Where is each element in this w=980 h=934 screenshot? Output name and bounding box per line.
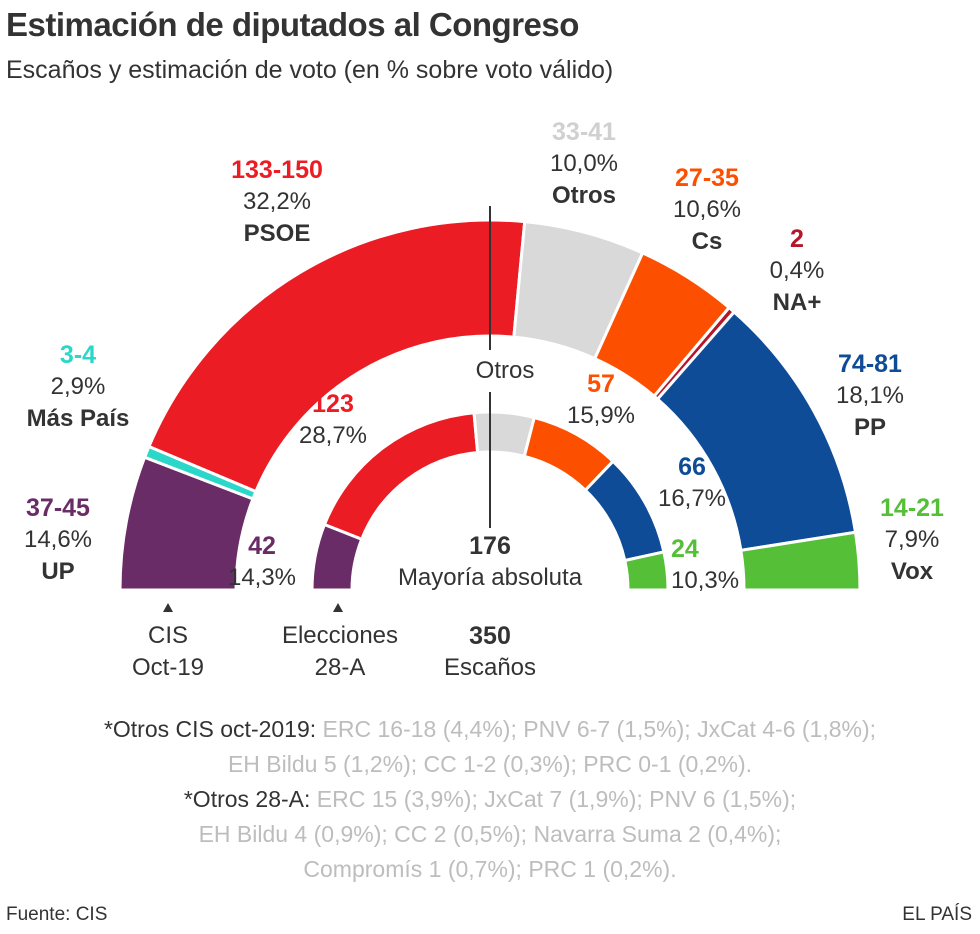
seats-pp-cis: 74-81 <box>838 350 902 378</box>
label-mas-pais-cis: 3-4 2,9% Más País <box>8 339 148 435</box>
pct-na-cis: 0,4% <box>769 257 825 284</box>
chart-title: Estimación de diputados al Congreso <box>6 6 579 43</box>
seats-psoe-28a: 123 <box>312 390 354 418</box>
pct-mas-pais-cis: 2,9% <box>50 373 106 400</box>
pct-up-28a: 14,3% <box>227 564 297 591</box>
party-pp: PP <box>853 414 886 441</box>
seats-na-cis: 2 <box>790 225 804 253</box>
label-vox-28a: 24 10,3% <box>671 533 761 597</box>
notes-e28-key: *Otros 28-A: <box>183 786 311 812</box>
seats-mas-pais-cis: 3-4 <box>59 341 97 369</box>
pct-vox-28a: 10,3% <box>671 567 740 594</box>
label-otros-marker: Otros <box>460 355 550 387</box>
brand-text: EL PAÍS <box>902 904 972 925</box>
seats-vox-28a: 24 <box>671 535 699 563</box>
e28-marker-triangle <box>333 603 343 612</box>
party-cs: Cs <box>691 228 723 255</box>
otros-marker-text: Otros <box>475 357 535 384</box>
notes-e28-line3: Compromís 1 (0,7%); PRC 1 (0,2%). <box>303 856 677 882</box>
pct-cs-cis: 10,6% <box>672 196 742 223</box>
seats-psoe-cis: 133-150 <box>231 156 323 184</box>
party-psoe: PSOE <box>243 220 311 247</box>
notes-e28-line2: EH Bildu 4 (0,9%); CC 2 (0,5%); Navarra … <box>198 821 782 847</box>
seats-cs-28a: 57 <box>587 370 615 398</box>
label-na-cis: 2 0,4% NA+ <box>752 223 842 319</box>
label-up-28a: 42 14,3% <box>217 530 307 594</box>
pct-pp-28a: 16,7% <box>657 485 727 512</box>
label-psoe-cis: 133-150 32,2% PSOE <box>207 154 347 250</box>
pct-up-cis: 14,6% <box>23 526 93 553</box>
e28-label-line1: Elecciones <box>281 622 399 649</box>
total-seats-value: 350 <box>469 622 511 650</box>
outer-ring-cis <box>118 218 862 592</box>
party-up: UP <box>41 558 75 585</box>
pct-psoe-cis: 32,2% <box>242 188 312 215</box>
majority-label: 176 Mayoría absoluta <box>365 530 615 594</box>
notes-e28-line1: *Otros 28-A: ERC 15 (3,9%); JxCat 7 (1,9… <box>0 782 980 817</box>
seats-pp-28a: 66 <box>678 453 706 481</box>
e28-ring-label: Elecciones 28-A <box>260 620 420 684</box>
notes-cis-key: *Otros CIS oct-2019: <box>103 716 317 742</box>
source-text: Fuente: CIS <box>6 904 108 925</box>
label-pp-cis: 74-81 18,1% PP <box>820 348 920 444</box>
label-vox-cis: 14-21 7,9% Vox <box>862 492 962 588</box>
notes-e28-text1: ERC 15 (3,9%); JxCat 7 (1,9%); PNV 6 (1,… <box>316 786 797 812</box>
cis-label-line1: CIS <box>147 622 188 649</box>
majority-value: 176 <box>469 532 511 560</box>
notes-cis-line2: EH Bildu 5 (1,2%); CC 1-2 (0,3%); PRC 0-… <box>227 751 753 777</box>
party-na: NA+ <box>772 289 822 316</box>
pct-psoe-28a: 28,7% <box>298 422 368 449</box>
pct-vox-cis: 7,9% <box>884 526 940 553</box>
label-cs-cis: 27-35 10,6% Cs <box>652 162 762 258</box>
party-mas-pais: Más País <box>26 405 130 432</box>
total-label: 350 Escaños <box>430 620 550 684</box>
majority-text: Mayoría absoluta <box>397 564 583 591</box>
label-pp-28a: 66 16,7% <box>647 451 737 515</box>
pct-pp-cis: 18,1% <box>835 382 905 409</box>
total-seats-text: Escaños <box>443 654 537 681</box>
notes-cis-line1: *Otros CIS oct-2019: ERC 16-18 (4,4%); P… <box>0 712 980 747</box>
notes-cis-text1: ERC 16-18 (4,4%); PNV 6-7 (1,5%); JxCat … <box>322 716 877 742</box>
notes-block: *Otros CIS oct-2019: ERC 16-18 (4,4%); P… <box>0 712 980 887</box>
pct-cs-28a: 15,9% <box>566 402 636 429</box>
inner-ring-28a <box>310 410 670 592</box>
label-psoe-28a: 123 28,7% <box>283 388 383 452</box>
label-cs-28a: 57 15,9% <box>556 368 646 432</box>
party-vox: Vox <box>890 558 934 585</box>
label-otros-cis: 33-41 10,0% Otros <box>524 116 644 212</box>
party-otros: Otros <box>551 182 616 209</box>
label-up-cis: 37-45 14,6% UP <box>8 492 108 588</box>
seats-up-cis: 37-45 <box>26 494 90 522</box>
cis-ring-label: CIS Oct-19 <box>108 620 228 684</box>
pct-otros-cis: 10,0% <box>549 150 619 177</box>
seats-up-28a: 42 <box>248 532 276 560</box>
segment-psoe-outer <box>146 218 527 494</box>
seats-otros-cis: 33-41 <box>552 118 616 146</box>
cis-label-line2: Oct-19 <box>131 654 205 681</box>
cis-marker-triangle <box>163 603 173 612</box>
segment-vox-inner <box>623 550 670 592</box>
seats-cs-cis: 27-35 <box>675 164 739 192</box>
parliament-chart <box>118 206 862 612</box>
seats-vox-cis: 14-21 <box>880 494 944 522</box>
chart-subtitle: Escaños y estimación de voto (en % sobre… <box>6 56 614 84</box>
segment-vox-outer <box>739 530 862 592</box>
e28-label-line2: 28-A <box>314 654 366 681</box>
